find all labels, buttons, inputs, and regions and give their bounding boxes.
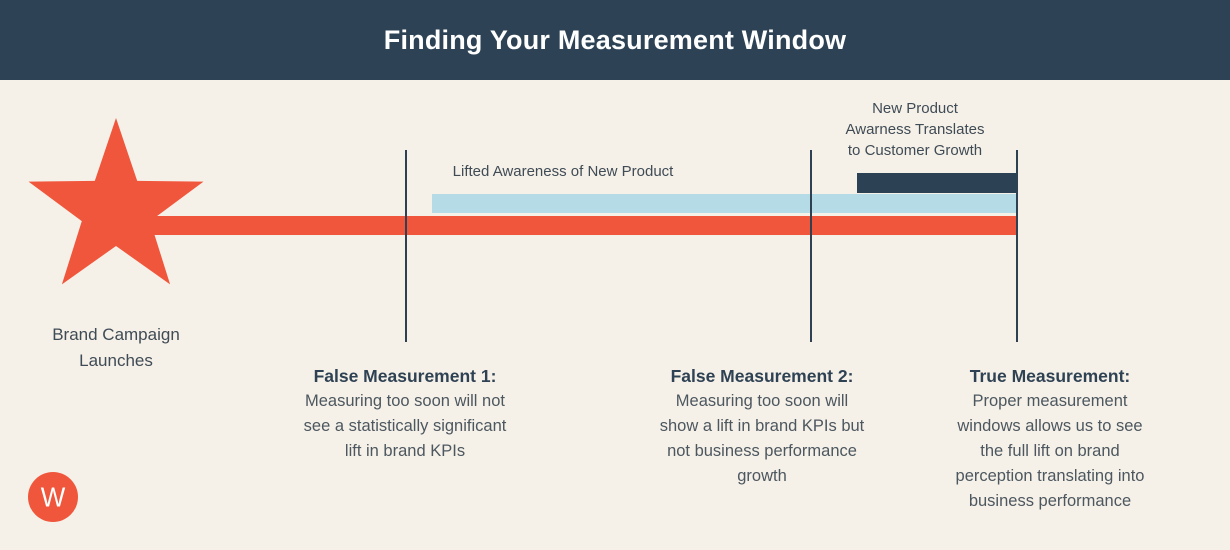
false-measurement-1-body: Measuring too soon will not see a statis… [303,392,507,460]
lifted-awareness-bar [432,194,1017,213]
brand-campaign-label: Brand Campaign Launches [52,325,180,370]
false-measurement-2-body: Measuring too soon will show a lift in b… [659,392,865,485]
true-measurement-heading: True Measurement: [969,366,1131,386]
true-measurement-note: True Measurement: Proper measurement win… [908,364,1192,514]
false-measurement-1-note: False Measurement 1: Measuring too soon … [263,364,547,464]
brand-logo: W [28,472,78,522]
false-measurement-2-note: False Measurement 2: Measuring too soon … [620,364,904,489]
false-measurement-2-heading: False Measurement 2: [670,366,854,386]
lifted-awareness-label: Lifted Awareness of New Product [452,163,674,180]
header-bar: Finding Your Measurement Window [0,0,1230,80]
star-icon [28,118,204,285]
measurement-line-1 [405,150,407,342]
brand-campaign-bar [116,216,1017,235]
false-measurement-1-heading: False Measurement 1: [313,366,497,386]
true-measurement-body: Proper measurement windows allows us to … [955,392,1145,510]
logo-letter: W [40,481,66,513]
page-title: Finding Your Measurement Window [383,25,847,55]
customer-growth-bar [857,173,1017,193]
customer-growth-label: New Product Awarness Translates to Custo… [845,100,985,159]
measurement-line-2 [810,150,812,342]
measurement-line-3 [1016,150,1018,342]
